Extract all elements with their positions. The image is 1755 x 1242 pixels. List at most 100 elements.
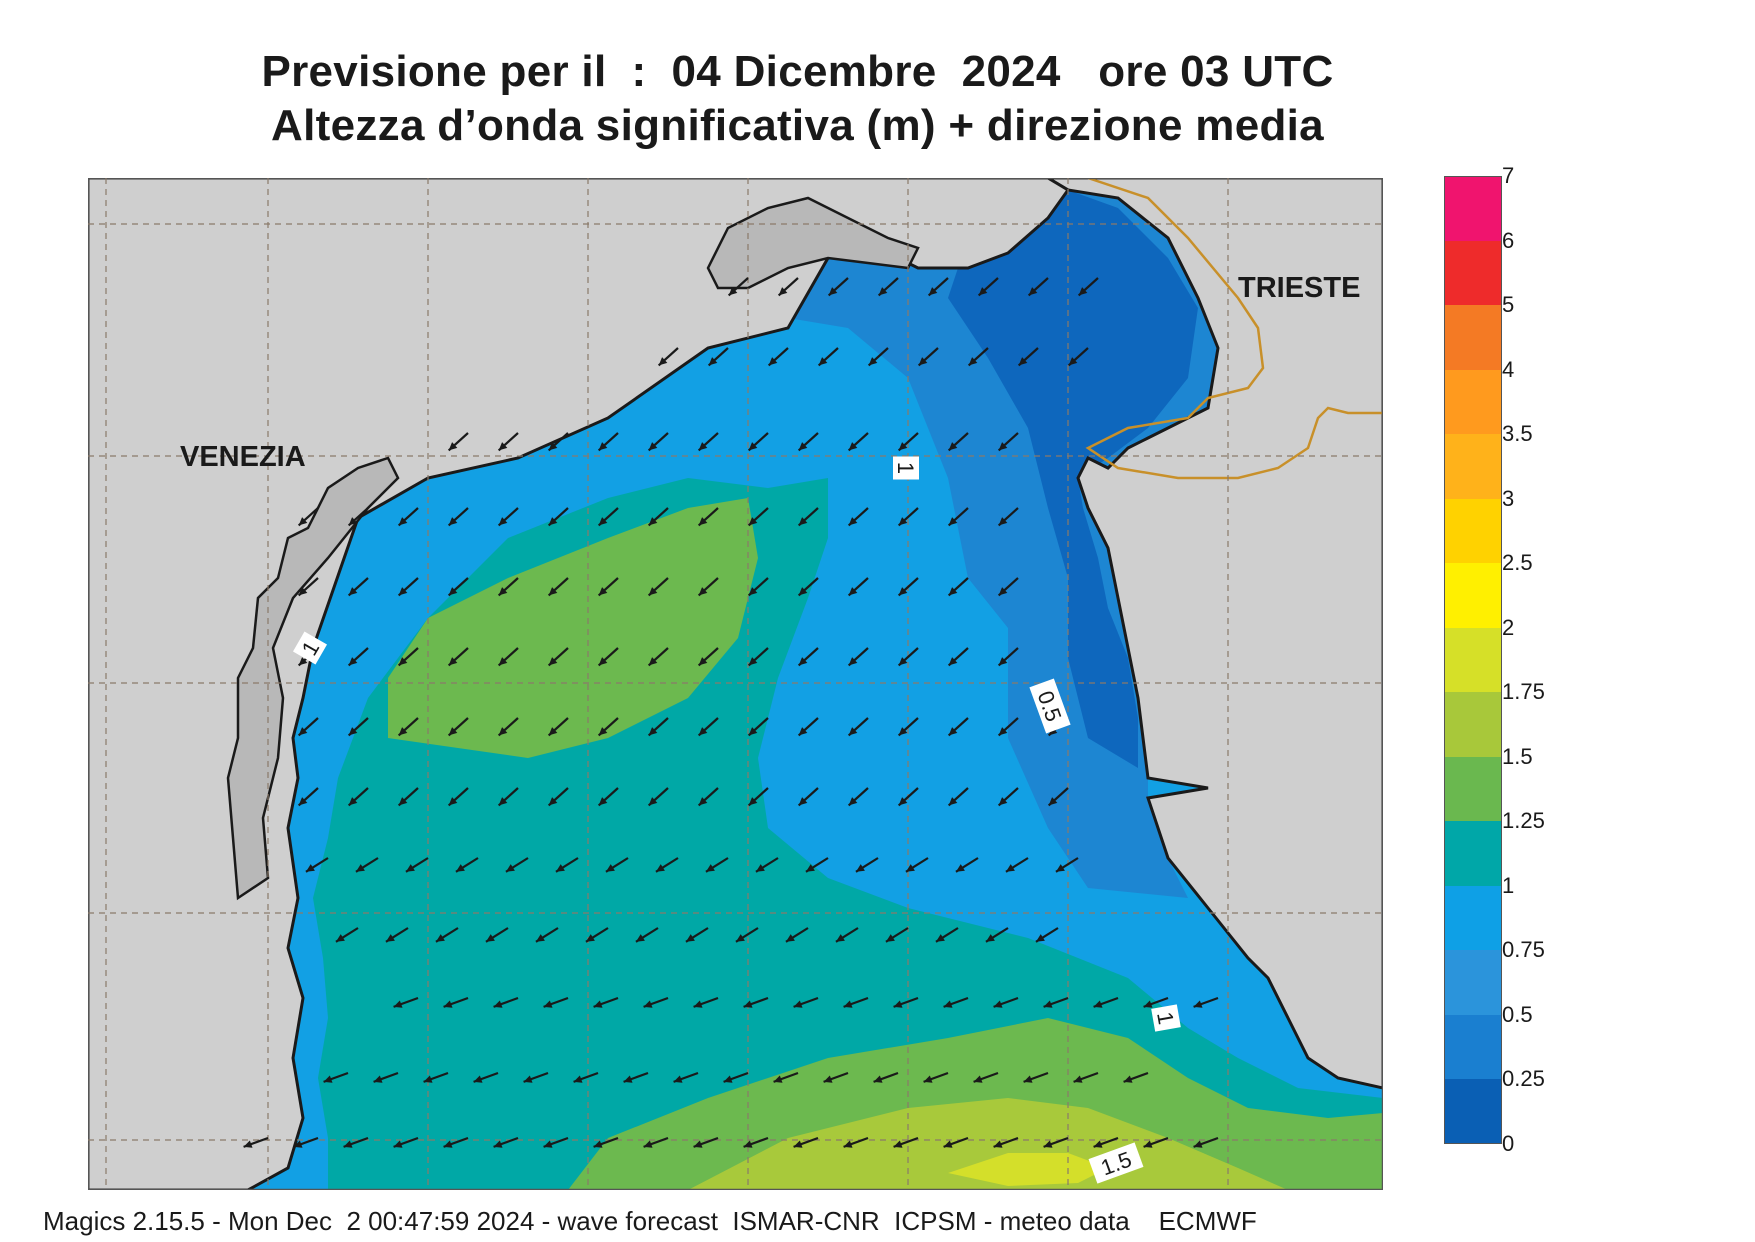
- direction-arrow: [797, 647, 819, 667]
- direction-arrow: [1143, 1136, 1169, 1148]
- direction-arrow: [723, 1071, 749, 1083]
- colorbar-tick-label: 2: [1502, 614, 1515, 640]
- direction-arrow: [397, 787, 419, 807]
- direction-arrow: [997, 717, 1019, 737]
- direction-arrow: [817, 347, 839, 367]
- direction-arrow: [657, 347, 679, 367]
- direction-arrow: [597, 507, 619, 527]
- direction-arrow: [847, 717, 869, 737]
- direction-arrow: [755, 857, 779, 873]
- svg-text:1: 1: [893, 462, 918, 474]
- colorbar-tick-label: 1.25: [1502, 808, 1545, 834]
- direction-arrow: [493, 996, 519, 1008]
- direction-arrow: [647, 432, 669, 452]
- direction-arrow: [293, 1136, 319, 1148]
- direction-arrow: [947, 787, 969, 807]
- direction-arrow: [897, 717, 919, 737]
- direction-arrow: [743, 1136, 769, 1148]
- direction-arrow: [693, 1136, 719, 1148]
- direction-arrow: [1093, 1136, 1119, 1148]
- direction-arrow: [443, 996, 469, 1008]
- colorbar-swatch: [1444, 692, 1502, 757]
- direction-arrow: [797, 717, 819, 737]
- footer-credits: Magics 2.15.5 - Mon Dec 2 00:47:59 2024 …: [43, 1206, 1257, 1236]
- direction-arrow: [997, 507, 1019, 527]
- direction-arrow: [443, 1136, 469, 1148]
- colorbar-swatch: [1444, 305, 1502, 370]
- direction-arrow: [343, 1136, 369, 1148]
- direction-arrow: [747, 647, 769, 667]
- direction-arrow: [393, 996, 419, 1008]
- colorbar-tick-label: 6: [1502, 227, 1515, 253]
- direction-arrow: [785, 927, 809, 943]
- direction-arrow: [697, 717, 719, 737]
- direction-arrow: [967, 347, 989, 367]
- colorbar-swatch: [1444, 563, 1502, 628]
- colorbar-swatch: [1444, 821, 1502, 886]
- direction-arrow: [493, 1136, 519, 1148]
- direction-arrow: [835, 927, 859, 943]
- direction-arrow: [997, 787, 1019, 807]
- direction-arrow: [505, 857, 529, 873]
- direction-arrow: [897, 577, 919, 597]
- direction-arrow: [497, 577, 519, 597]
- direction-arrow: [685, 927, 709, 943]
- direction-arrow: [297, 577, 319, 597]
- direction-arrow: [547, 577, 569, 597]
- direction-arrow: [397, 507, 419, 527]
- direction-arrow: [335, 927, 359, 943]
- direction-arrow: [347, 507, 369, 527]
- direction-arrow: [623, 1071, 649, 1083]
- direction-arrow: [1005, 857, 1029, 873]
- direction-arrow: [747, 432, 769, 452]
- direction-arrow: [1143, 996, 1169, 1008]
- direction-arrow: [1043, 1136, 1069, 1148]
- shade-125-15-north: [388, 498, 758, 758]
- direction-arrow: [997, 577, 1019, 597]
- direction-arrow: [305, 857, 329, 873]
- direction-arrow: [997, 432, 1019, 452]
- direction-arrow: [347, 787, 369, 807]
- direction-arrow: [643, 996, 669, 1008]
- direction-arrow: [647, 577, 669, 597]
- direction-arrow: [497, 717, 519, 737]
- direction-arrow: [893, 1136, 919, 1148]
- city-label-venezia: VENEZIA: [180, 441, 306, 473]
- direction-arrow: [947, 717, 969, 737]
- direction-arrow: [693, 996, 719, 1008]
- direction-arrow: [1193, 1136, 1219, 1148]
- direction-arrow: [847, 577, 869, 597]
- grado-lagoon: [706, 196, 920, 290]
- direction-arrow: [997, 647, 1019, 667]
- direction-arrow: [347, 647, 369, 667]
- direction-arrow: [1077, 277, 1099, 297]
- direction-arrow: [447, 577, 469, 597]
- contour-label: 1: [893, 456, 919, 480]
- colorbar-swatch: [1444, 756, 1502, 822]
- land-mask-east: [1045, 178, 1383, 1090]
- colorbar-tick-label: 0.5: [1502, 1001, 1533, 1027]
- direction-arrow: [847, 432, 869, 452]
- direction-arrow: [747, 577, 769, 597]
- direction-arrow: [597, 717, 619, 737]
- direction-arrow: [847, 647, 869, 667]
- direction-arrow: [805, 857, 829, 873]
- direction-arrow: [855, 857, 879, 873]
- direction-arrow: [373, 1071, 399, 1083]
- colorbar-tick-label: 1: [1502, 872, 1515, 898]
- direction-arrow: [735, 927, 759, 943]
- direction-arrow: [393, 1136, 419, 1148]
- direction-arrow: [1043, 996, 1069, 1008]
- direction-arrow: [647, 647, 669, 667]
- border-line: [1085, 178, 1383, 480]
- colorbar-tick-label: 7: [1502, 163, 1515, 188]
- direction-arrow: [385, 927, 409, 943]
- colorbar-swatch: [1444, 627, 1502, 693]
- direction-arrow: [435, 927, 459, 943]
- direction-arrow: [943, 996, 969, 1008]
- colorbar-tick-label: 1.5: [1502, 743, 1533, 769]
- direction-arrow: [297, 507, 319, 527]
- direction-arrow: [643, 1136, 669, 1148]
- colorbar-tick-label: 0.75: [1502, 937, 1545, 963]
- direction-arrow: [397, 577, 419, 597]
